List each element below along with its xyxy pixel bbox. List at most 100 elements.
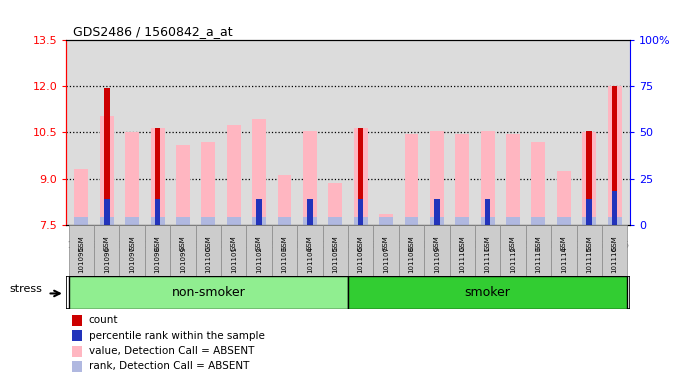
Text: GSM: GSM <box>307 235 313 251</box>
Bar <box>227 217 241 225</box>
Bar <box>246 225 272 276</box>
Text: 101105: 101105 <box>332 247 338 273</box>
Bar <box>303 131 317 225</box>
Text: 101096: 101096 <box>104 247 110 273</box>
Bar <box>532 217 546 225</box>
Bar <box>303 217 317 225</box>
Text: value, Detection Call = ABSENT: value, Detection Call = ABSENT <box>88 346 254 356</box>
Text: 101114: 101114 <box>561 247 567 273</box>
Bar <box>272 225 297 276</box>
Bar <box>329 183 342 225</box>
Bar <box>602 225 627 276</box>
Text: GSM: GSM <box>231 235 237 251</box>
Bar <box>557 171 571 225</box>
Bar <box>125 217 139 225</box>
Bar <box>155 128 160 225</box>
Bar <box>354 217 367 225</box>
Bar <box>506 217 520 225</box>
Bar <box>481 131 495 225</box>
Text: GSM: GSM <box>79 235 84 251</box>
Bar <box>104 88 109 225</box>
Bar <box>227 125 241 225</box>
Bar <box>587 199 592 225</box>
Bar <box>252 217 266 225</box>
Text: 101115: 101115 <box>586 247 592 273</box>
Bar <box>72 346 82 357</box>
Text: GSM: GSM <box>586 235 592 251</box>
Text: GSM: GSM <box>484 235 491 251</box>
Bar <box>72 361 82 372</box>
Text: 101109: 101109 <box>434 247 440 273</box>
Bar <box>348 225 373 276</box>
Text: GSM: GSM <box>434 235 440 251</box>
Text: GSM: GSM <box>535 235 541 251</box>
Text: 101100: 101100 <box>205 247 212 273</box>
Text: 101095: 101095 <box>79 247 84 273</box>
Text: GSM: GSM <box>383 235 389 251</box>
Bar <box>323 225 348 276</box>
Bar <box>587 131 592 225</box>
Bar <box>404 134 418 225</box>
Bar <box>74 217 88 225</box>
Bar <box>583 132 596 225</box>
Bar <box>373 225 399 276</box>
Text: GDS2486 / 1560842_a_at: GDS2486 / 1560842_a_at <box>73 25 232 38</box>
Bar <box>608 86 622 225</box>
Bar <box>358 128 363 225</box>
Bar <box>525 225 551 276</box>
Text: GSM: GSM <box>205 235 212 251</box>
Text: 101113: 101113 <box>535 247 541 273</box>
Bar <box>278 175 292 225</box>
Bar <box>100 116 113 225</box>
Bar <box>608 217 622 225</box>
Text: smoker: smoker <box>465 286 511 299</box>
Text: 101112: 101112 <box>510 247 516 273</box>
Bar <box>481 217 495 225</box>
Text: GSM: GSM <box>256 235 262 251</box>
Text: 101106: 101106 <box>358 247 364 273</box>
Bar <box>450 225 475 276</box>
Text: GSM: GSM <box>129 235 135 251</box>
Bar <box>551 225 576 276</box>
Bar <box>612 192 617 225</box>
Text: 101099: 101099 <box>180 247 186 273</box>
Text: 101098: 101098 <box>155 247 161 273</box>
Bar <box>150 217 164 225</box>
Bar <box>329 217 342 225</box>
Text: GSM: GSM <box>281 235 287 251</box>
Bar <box>583 217 596 225</box>
Text: GSM: GSM <box>104 235 110 251</box>
Bar <box>221 225 246 276</box>
Bar <box>150 128 164 225</box>
Text: 101103: 101103 <box>281 247 287 273</box>
Bar <box>69 276 348 309</box>
Bar <box>348 276 627 309</box>
Bar <box>612 86 617 225</box>
Bar <box>155 199 160 225</box>
Bar <box>354 128 367 225</box>
Bar <box>69 225 94 276</box>
Bar <box>252 119 266 225</box>
Bar <box>72 315 82 326</box>
Bar <box>94 225 120 276</box>
Bar <box>196 225 221 276</box>
Text: GSM: GSM <box>180 235 186 251</box>
Bar <box>500 225 525 276</box>
Text: GSM: GSM <box>510 235 516 251</box>
Text: non-smoker: non-smoker <box>171 286 245 299</box>
Text: GSM: GSM <box>332 235 338 251</box>
Text: GSM: GSM <box>155 235 161 251</box>
Bar <box>532 142 546 225</box>
Text: GSM: GSM <box>358 235 364 251</box>
Bar <box>201 142 215 225</box>
Text: percentile rank within the sample: percentile rank within the sample <box>88 331 264 341</box>
Text: 101110: 101110 <box>459 247 465 273</box>
Bar <box>475 225 500 276</box>
Bar <box>404 217 418 225</box>
Bar <box>201 217 215 225</box>
Bar <box>379 214 393 225</box>
Bar <box>176 217 190 225</box>
Bar <box>379 217 393 225</box>
Bar <box>145 225 171 276</box>
Text: GSM: GSM <box>459 235 465 251</box>
